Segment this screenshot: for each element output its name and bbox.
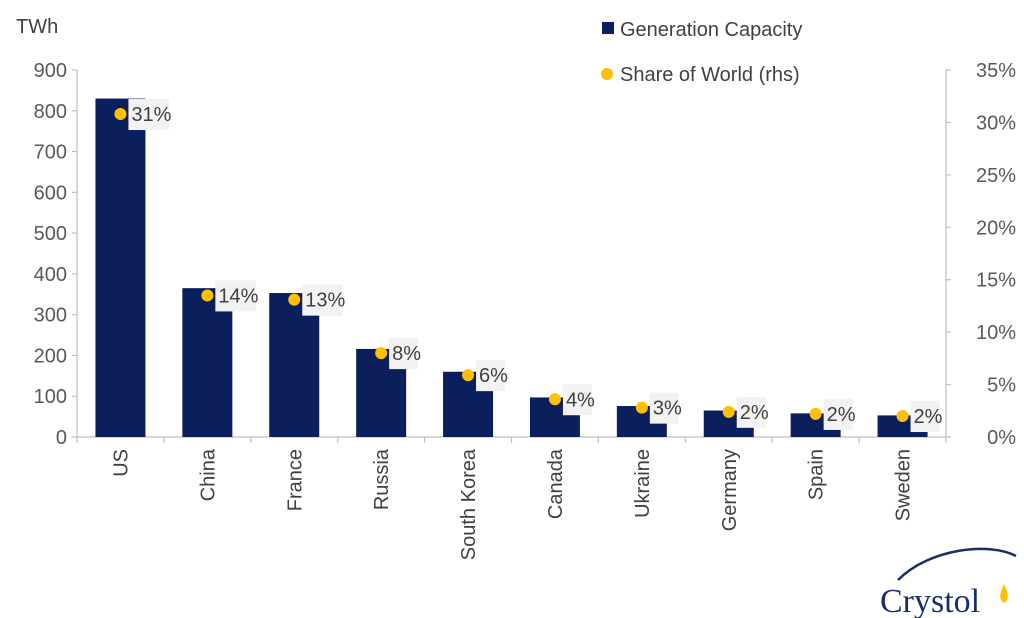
y-right-tick-label: 10% <box>976 322 1016 344</box>
data-label: 14% <box>218 285 258 307</box>
y-right-tick-label: 5% <box>987 375 1016 397</box>
share-point <box>896 410 909 423</box>
data-label-box <box>823 398 853 430</box>
x-tick-label: France <box>284 449 306 511</box>
logo-text: Crystol <box>880 583 980 618</box>
bar <box>269 293 320 437</box>
legend-bar-swatch <box>602 22 614 34</box>
x-tick-label: Sweden <box>893 449 915 521</box>
x-tick-label: Ukraine <box>632 449 654 518</box>
data-label: 8% <box>392 343 421 365</box>
y-left-tick-label: 600 <box>34 182 67 204</box>
y-left-tick-label: 0 <box>56 427 67 449</box>
bar <box>95 98 146 438</box>
data-label-box <box>476 360 506 392</box>
y-left-tick-label: 800 <box>34 101 67 123</box>
y-right-tick-label: 20% <box>976 217 1016 239</box>
x-tick-label: South Korea <box>458 448 480 560</box>
axes: 0 100 200 300 400 500 600 700 800 900 0% 5% 10% 15% 20… <box>34 60 1017 560</box>
x-tick-label: Germany <box>719 449 741 531</box>
x-tick-label: Canada <box>545 448 567 519</box>
share-point <box>114 108 127 121</box>
share-point <box>375 347 388 360</box>
data-label-box <box>302 284 343 316</box>
y-left-tick-label: 900 <box>34 60 67 82</box>
share-point <box>288 293 301 306</box>
share-point <box>548 393 561 406</box>
share-point <box>462 369 475 382</box>
legend-bar-label: Generation Capacity <box>620 19 802 41</box>
data-label: 4% <box>566 389 595 411</box>
data-label: 13% <box>305 290 345 312</box>
data-label-box <box>389 338 419 370</box>
y-right-tick-label: 25% <box>976 165 1016 187</box>
legend: Generation Capacity Share of World (rhs) <box>601 19 802 86</box>
y-left-tick-label: 100 <box>34 386 67 408</box>
share-point <box>809 407 822 420</box>
data-labels: 31% 14% 13% 8% 6% 4% 3% 2% 2% 2% <box>128 99 943 433</box>
data-label-box <box>736 396 766 428</box>
data-label-box <box>649 392 679 424</box>
y-left-tick-label: 200 <box>34 345 67 367</box>
data-label: 3% <box>653 398 682 420</box>
data-label-box <box>128 99 169 131</box>
share-point <box>201 289 214 302</box>
y-left-tick-label: 400 <box>34 264 67 286</box>
logo-arc <box>897 547 1017 581</box>
share-point <box>635 401 648 414</box>
y-right-tick-label: 30% <box>976 112 1016 134</box>
points <box>114 108 909 423</box>
y-left-tick-label: 500 <box>34 223 67 245</box>
data-label-box <box>562 384 592 416</box>
legend-dot-swatch <box>601 68 613 80</box>
x-tick-label: China <box>197 448 219 501</box>
y-left-tick-label: 300 <box>34 305 67 327</box>
y-right-tick-label: 15% <box>976 270 1016 292</box>
bar <box>182 288 233 437</box>
share-point <box>722 405 735 418</box>
bars <box>95 98 928 438</box>
y-right-tick-label: 0% <box>987 427 1016 449</box>
logo-drop <box>1000 584 1008 603</box>
y-right-tick-label: 35% <box>976 60 1016 82</box>
data-label-box <box>910 401 940 433</box>
data-label-box <box>215 280 256 312</box>
data-label: 2% <box>827 404 856 426</box>
data-label: 2% <box>740 402 769 424</box>
data-label: 31% <box>131 104 171 126</box>
data-label: 6% <box>479 365 508 387</box>
y-axis-unit: TWh <box>16 16 58 38</box>
x-tick-label: Spain <box>806 449 828 500</box>
x-tick-label: Russia <box>371 448 393 510</box>
crystol-logo: Crystol <box>880 547 1017 618</box>
y-left-tick-label: 700 <box>34 142 67 164</box>
x-tick-label: US <box>110 449 132 477</box>
data-label: 2% <box>914 406 943 428</box>
legend-dot-label: Share of World (rhs) <box>620 64 800 86</box>
